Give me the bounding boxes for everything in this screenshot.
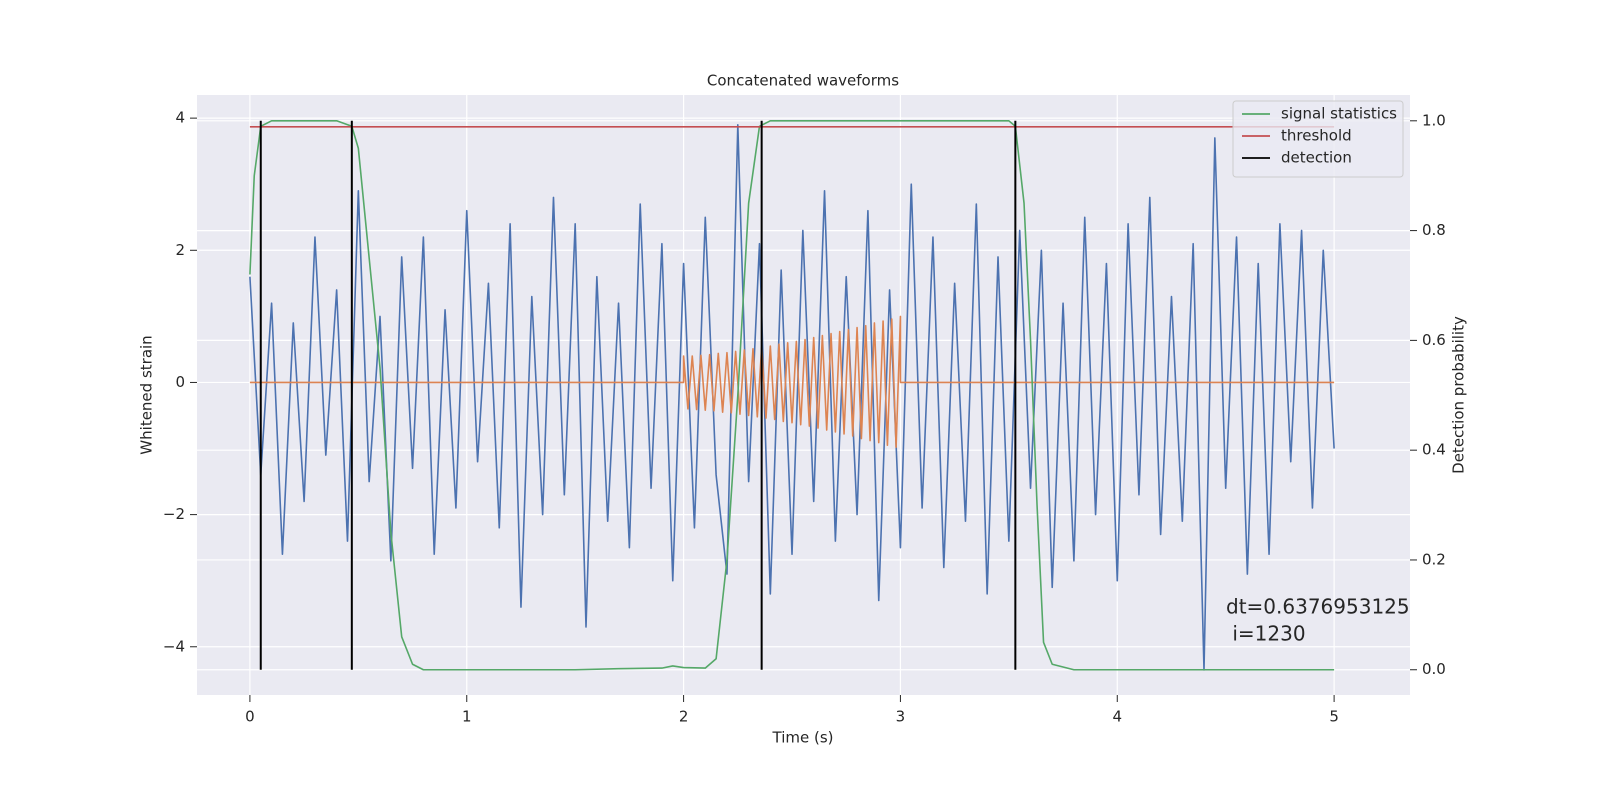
y2-tick-label: 0.8 — [1422, 221, 1446, 239]
x-tick-label: 0 — [245, 708, 255, 726]
legend-label: detection — [1281, 149, 1352, 167]
series-line — [249, 120, 1335, 671]
y-tick-label: 4 — [175, 109, 185, 127]
y-tick-label: 2 — [175, 241, 185, 259]
y2-tick-label: 0.6 — [1422, 331, 1446, 349]
x-tick-label: 2 — [679, 708, 689, 726]
y2-tick-label: 0.2 — [1422, 550, 1446, 568]
annotation: i=1230 — [1226, 622, 1306, 646]
x-tick-label: 5 — [1329, 708, 1339, 726]
y-axis-label: Whitened strain — [138, 335, 156, 454]
plot-area — [197, 95, 1410, 695]
y2-tick-label: 0.4 — [1422, 441, 1446, 459]
legend: signal statistics threshold detection — [1232, 100, 1404, 178]
chart-title: Concatenated waveforms — [707, 72, 899, 90]
y-tick-label: −4 — [163, 637, 185, 655]
series-line — [249, 123, 1335, 671]
legend-label: signal statistics — [1281, 105, 1397, 123]
legend-label: threshold — [1281, 127, 1352, 145]
y2-axis-label: Detection probability — [1450, 316, 1468, 474]
series-line — [249, 315, 1335, 449]
y2-tick-label: 1.0 — [1422, 111, 1446, 129]
y-tick-label: 0 — [175, 373, 185, 391]
x-axis-label: Time (s) — [772, 729, 834, 747]
y-tick-label: −2 — [163, 505, 185, 523]
legend-frame — [1232, 100, 1404, 178]
x-tick-label: 1 — [462, 708, 472, 726]
x-tick-label: 4 — [1112, 708, 1122, 726]
annotation: dt=0.6376953125 — [1226, 595, 1410, 619]
x-tick-label: 3 — [896, 708, 906, 726]
y2-tick-label: 0.0 — [1422, 660, 1446, 678]
